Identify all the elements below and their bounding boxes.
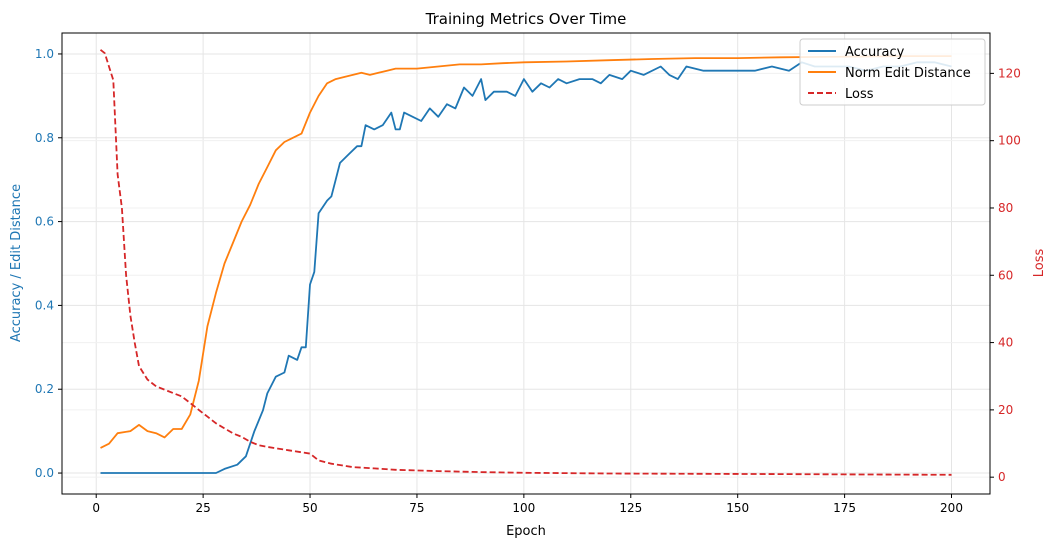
x-tick-label: 100	[512, 501, 535, 515]
left-tick-label: 0.0	[35, 466, 54, 480]
left-tick-label: 1.0	[35, 47, 54, 61]
x-tick-label: 25	[195, 501, 210, 515]
x-tick-label: 200	[940, 501, 963, 515]
right-tick-label: 100	[998, 134, 1021, 148]
left-tick-label: 0.4	[35, 298, 54, 312]
x-tick-label: 125	[619, 501, 642, 515]
right-tick-label: 0	[998, 470, 1006, 484]
x-axis-label: Epoch	[506, 524, 546, 539]
right-tick-label: 120	[998, 66, 1021, 80]
left-tick-label: 0.6	[35, 215, 54, 229]
right-axis-label: Loss	[1032, 249, 1047, 278]
plot-frame	[61, 32, 991, 495]
left-axis-label: Accuracy / Edit Distance	[9, 184, 24, 342]
right-axis-ticks: 0 20 40 60 80 100 120	[990, 66, 1021, 484]
x-tick-label: 50	[302, 501, 317, 515]
left-tick-label: 0.8	[35, 131, 54, 145]
legend-loss-label: Loss	[845, 87, 874, 102]
x-tick-label: 150	[726, 501, 749, 515]
right-tick-label: 20	[998, 403, 1013, 417]
left-axis-ticks: 0.0 0.2 0.4 0.6 0.8 1.0	[35, 47, 62, 480]
series-line-accuracy	[100, 61, 952, 474]
plot-lines	[99, 49, 952, 476]
x-axis-ticks: 0 25 50 75 100 125 150 175 200	[92, 494, 963, 515]
x-tick-label: 75	[409, 501, 424, 515]
right-tick-label: 40	[998, 336, 1013, 350]
left-tick-label: 0.2	[35, 382, 54, 396]
x-tick-label: 175	[833, 501, 856, 515]
series-line-loss	[99, 49, 952, 476]
series-line-norm-edit-distance	[100, 55, 952, 449]
chart-title: Training Metrics Over Time	[425, 10, 627, 28]
legend: Accuracy Norm Edit Distance Loss	[799, 38, 986, 106]
legend-box	[799, 38, 986, 106]
legend-accuracy-label: Accuracy	[845, 45, 905, 60]
legend-edit-label: Norm Edit Distance	[845, 66, 971, 81]
right-tick-label: 60	[998, 268, 1013, 282]
x-tick-label: 0	[92, 501, 100, 515]
right-tick-label: 80	[998, 201, 1013, 215]
